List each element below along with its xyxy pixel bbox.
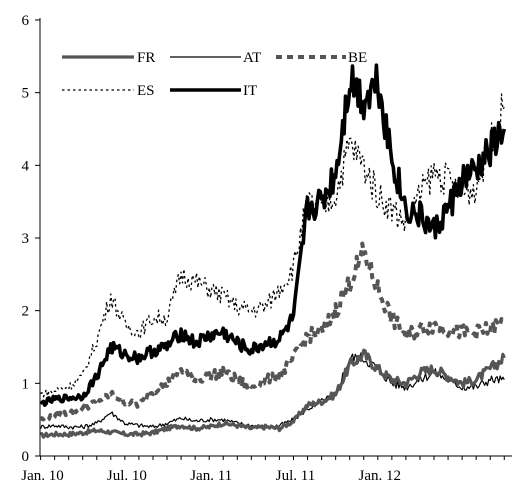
chart-legend: FR AT BE ES IT	[62, 50, 367, 99]
y-tick-label: 4	[22, 158, 30, 174]
series-layer	[38, 63, 507, 439]
x-tick-label: Jan. 10	[21, 468, 64, 484]
x-tick-label: Jul. 10	[107, 468, 147, 484]
y-tick-label: 5	[22, 86, 30, 102]
series-line-es	[40, 93, 505, 398]
x-tick-label: Jul. 11	[276, 468, 315, 484]
x-tick-label: Jan. 11	[190, 468, 232, 484]
x-tick-label: Jan. 12	[359, 468, 402, 484]
legend-label-be: BE	[348, 50, 367, 66]
y-tick-label: 6	[22, 13, 30, 29]
y-tick-label: 1	[22, 376, 30, 392]
y-tick-label: 2	[22, 304, 30, 320]
series-line-it	[39, 63, 507, 407]
chart-axes: 0 1 2 3 4 5 6 Jan. 10 Jul. 10 Jan. 11 Jul. 11 Jan. …	[21, 13, 512, 484]
legend-label-es: ES	[137, 83, 155, 99]
legend-label-fr: FR	[137, 50, 155, 66]
y-tick-label: 3	[22, 231, 30, 247]
legend-label-at: AT	[243, 50, 261, 66]
y-tick-label: 0	[22, 449, 30, 465]
series-line-at	[40, 352, 505, 430]
legend-label-it: IT	[243, 83, 257, 99]
series-line-be	[38, 241, 506, 422]
series-line-fr	[40, 348, 506, 439]
